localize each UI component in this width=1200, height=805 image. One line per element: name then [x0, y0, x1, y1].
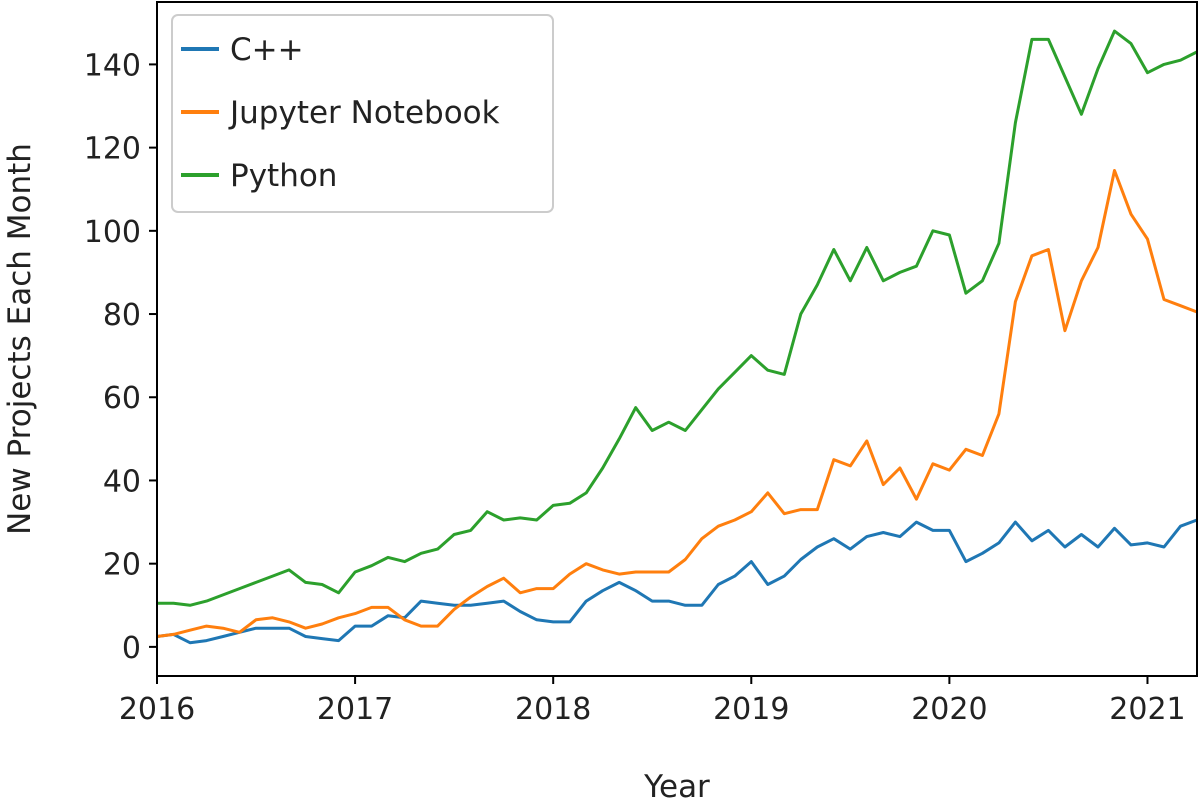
legend-items: C++ Jupyter Notebook Python: [181, 32, 500, 194]
y-tick-label: 80: [103, 298, 141, 333]
x-tick-label: 2016: [119, 692, 195, 727]
legend-label-0: C++: [230, 32, 304, 68]
x-tick-label: 2018: [515, 692, 591, 727]
series-line-1: [156, 169, 1198, 638]
plot-frame: [156, 1, 1198, 677]
y-tick-label: 120: [84, 132, 141, 167]
series-layer: [156, 29, 1198, 645]
y-tick-label: 0: [122, 631, 141, 666]
legend-label-1: Jupyter Notebook: [228, 95, 500, 131]
series-line-2: [157, 29, 1198, 607]
y-axis-label: New Projects Each Month: [2, 143, 38, 535]
y-tick-label: 20: [103, 548, 141, 583]
y-tick-label: 40: [103, 464, 141, 499]
legend-label-2: Python: [230, 158, 337, 194]
x-tick-label: 2020: [911, 692, 987, 727]
series-line-0: [156, 518, 1198, 645]
legend-box: [171, 14, 554, 213]
x-tick-label: 2021: [1109, 692, 1185, 727]
x-axis-label: Year: [643, 769, 710, 805]
y-axis-ticks: 0 20 40 60 80 100 120 140: [84, 48, 157, 666]
x-axis-ticks: 2016 2017 2018 2019 2020 2021: [119, 676, 1186, 727]
x-tick-label: 2019: [713, 692, 789, 727]
y-tick-label: 60: [103, 381, 141, 416]
legend: C++ Jupyter Notebook Python: [171, 14, 554, 213]
x-tick-label: 2017: [317, 692, 393, 727]
y-tick-label: 100: [84, 215, 141, 250]
y-tick-label: 140: [84, 48, 141, 83]
